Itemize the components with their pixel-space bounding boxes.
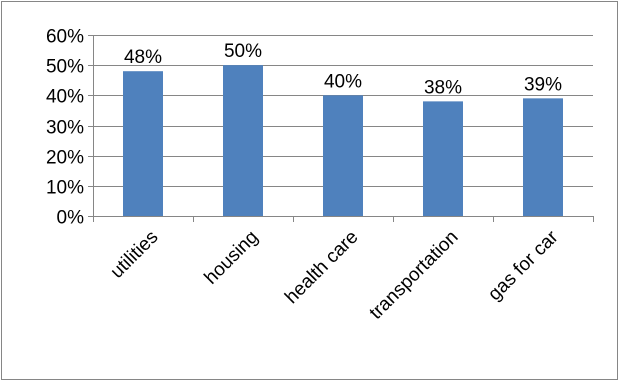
y-tick-label: 60%: [46, 27, 84, 48]
data-label: 50%: [224, 41, 262, 62]
data-label: 38%: [424, 77, 462, 98]
bar-utilities: [123, 71, 163, 216]
bar-health-care: [323, 95, 363, 216]
y-tick-label: 10%: [46, 178, 84, 199]
axes: [88, 35, 594, 222]
data-labels: 48% 50% 40% 38% 39%: [124, 41, 562, 98]
bar-transportation: [423, 101, 463, 216]
data-label: 39%: [524, 74, 562, 95]
y-tick-label: 30%: [46, 118, 84, 139]
y-tick-label: 50%: [46, 57, 84, 78]
data-label: 40%: [324, 71, 362, 92]
y-tick-labels: 0% 10% 20% 30% 40% 50% 60%: [46, 27, 84, 229]
bar-housing: [223, 65, 263, 217]
bar-gas-for-car: [523, 98, 563, 216]
gridlines: [93, 35, 593, 187]
bars: [123, 65, 563, 217]
y-tick-label: 40%: [46, 87, 84, 108]
y-tick-label: 20%: [46, 148, 84, 169]
y-tick-label: 0%: [57, 208, 85, 229]
data-label: 48%: [124, 47, 162, 68]
